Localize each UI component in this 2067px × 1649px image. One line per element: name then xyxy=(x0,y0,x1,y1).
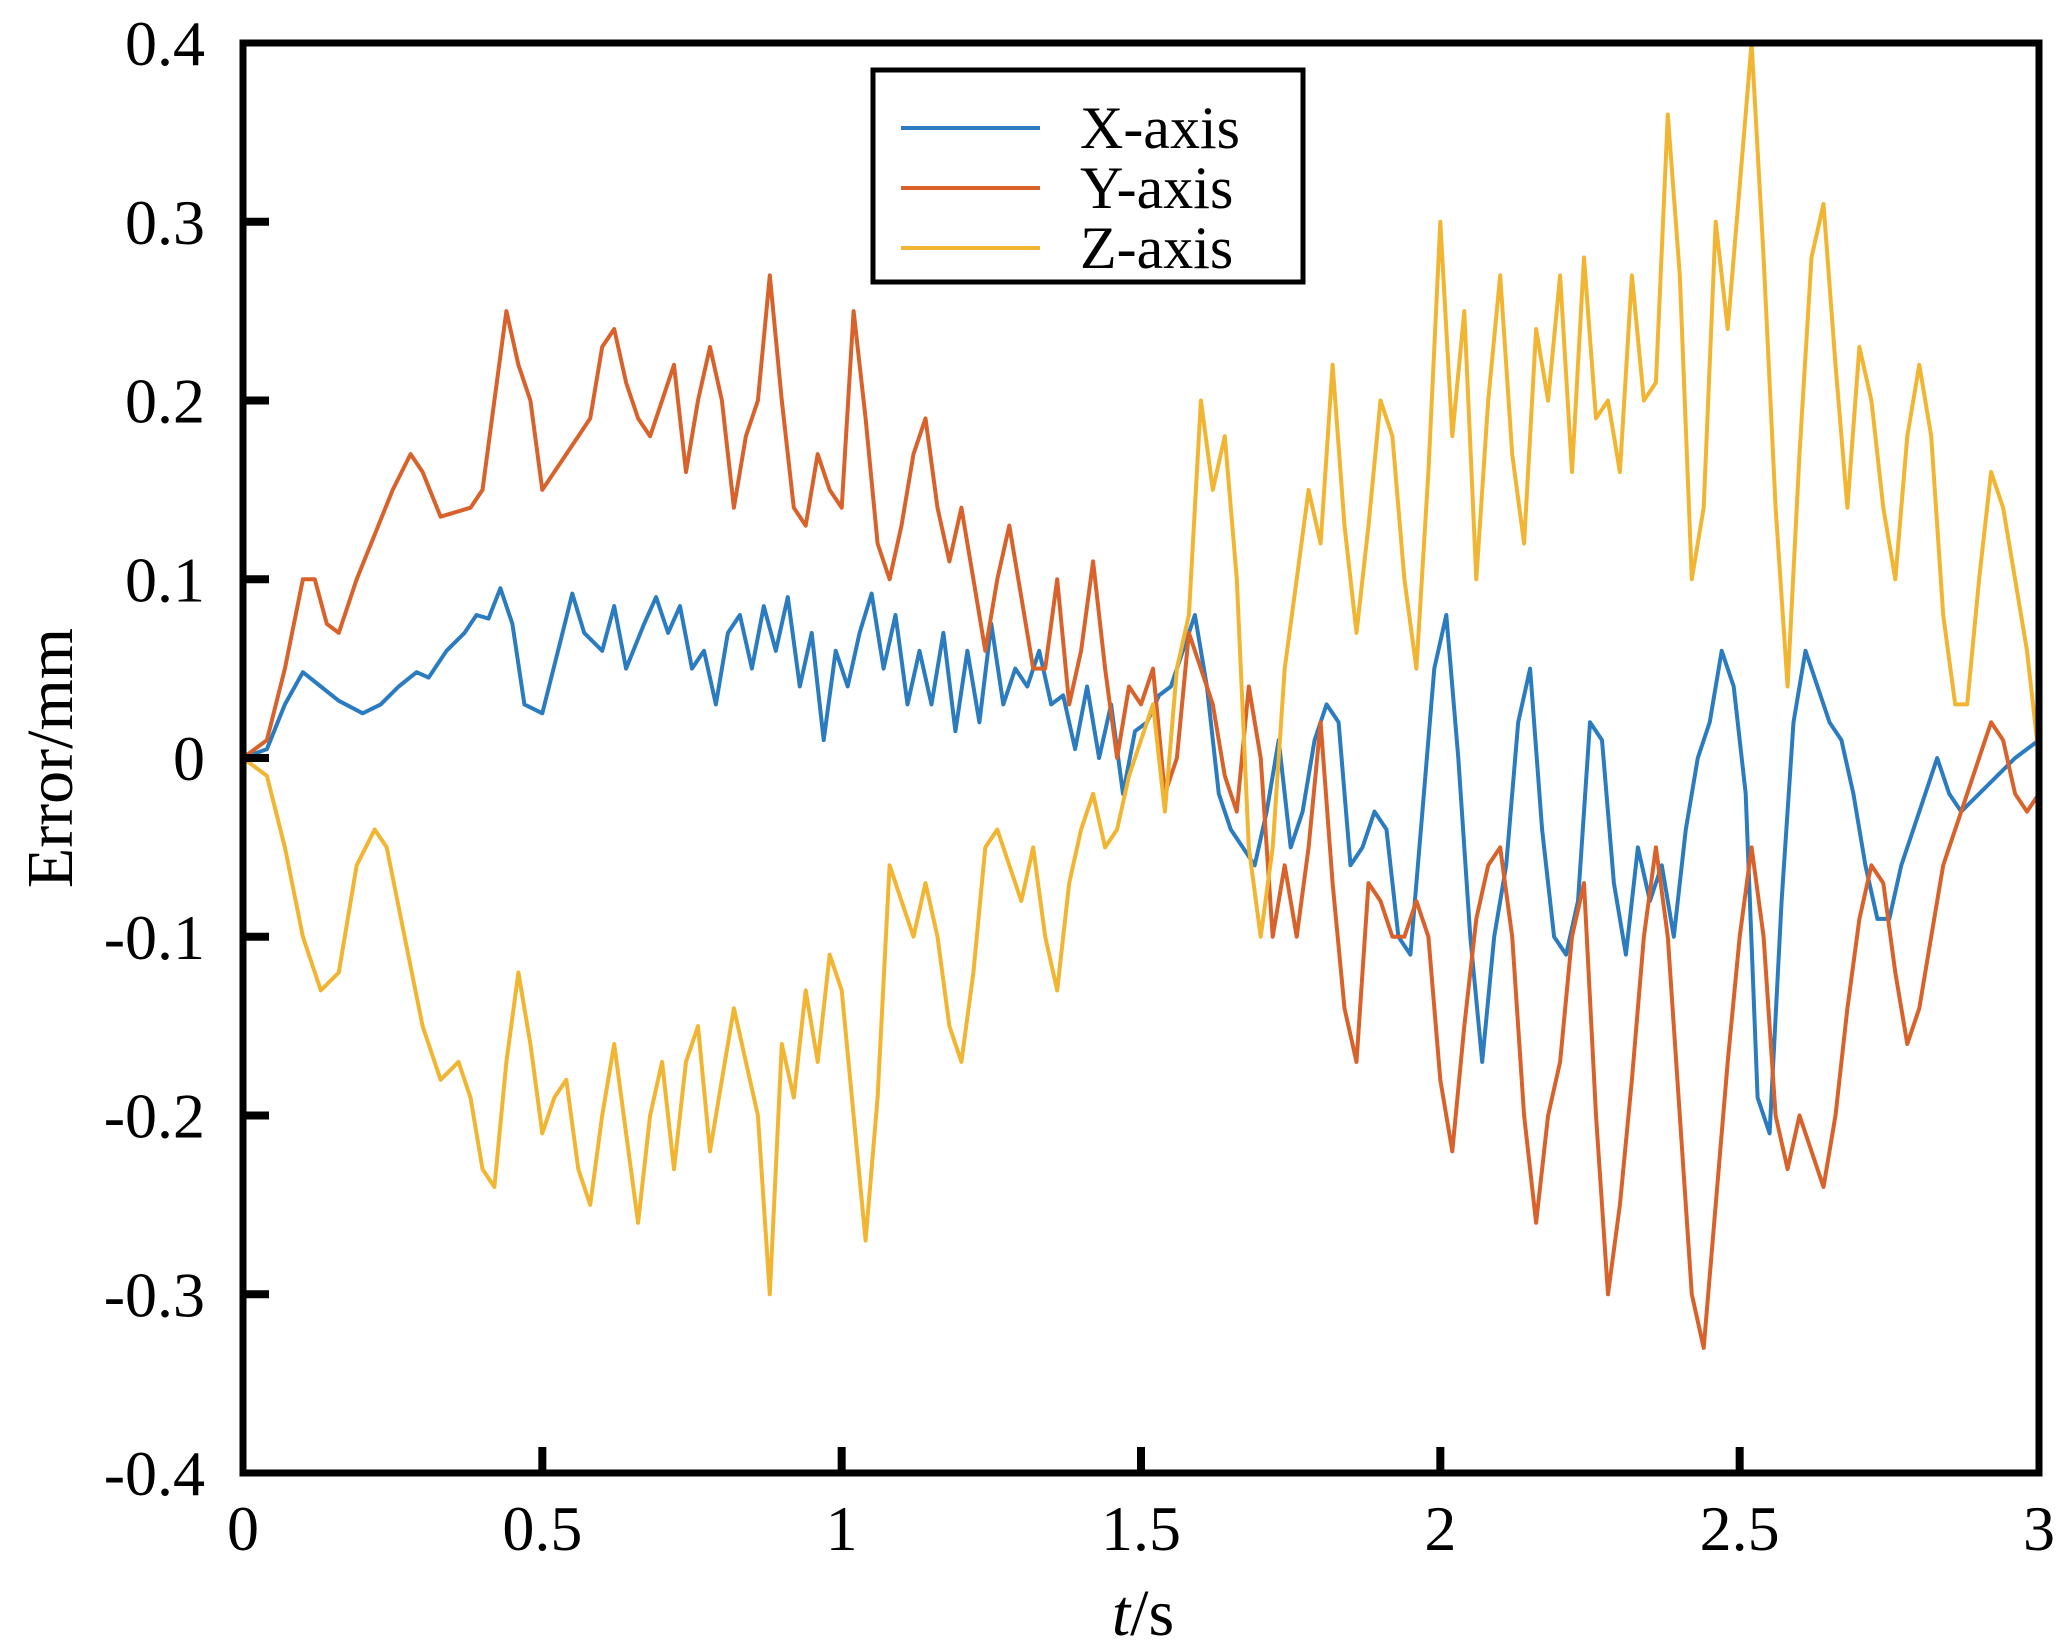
y-tick-label: 0.1 xyxy=(125,544,205,615)
y-tick-label: -0.2 xyxy=(104,1081,205,1152)
y-axis-title: Error/mm xyxy=(14,628,87,888)
x-tick-label: 2 xyxy=(1424,1493,1456,1564)
y-tick-label: -0.3 xyxy=(104,1259,205,1330)
tick-labels-layer: 0 0.5 1 1.5 2 2.5 3 0.4 0.3 0.2 0.1 0 -0.1 -0.2 -0.3 -0… xyxy=(104,8,2055,1564)
legend-label-y: Y-axis xyxy=(1080,155,1233,221)
x-axis-title-italic: t xyxy=(1112,1577,1132,1649)
x-axis-title-unit: /s xyxy=(1130,1577,1174,1649)
legend-label-z: Z-axis xyxy=(1080,215,1233,281)
y-tick-label: 0 xyxy=(173,723,205,794)
x-tick-label: 0 xyxy=(227,1493,259,1564)
x-tick-label: 3 xyxy=(2023,1493,2055,1564)
x-tick-label: 2.5 xyxy=(1700,1493,1780,1564)
x-axis-title: t/s xyxy=(1112,1577,1174,1649)
y-tick-label: 0.2 xyxy=(125,366,205,437)
legend-label-x: X-axis xyxy=(1080,95,1240,161)
plot-frame xyxy=(239,39,2043,1477)
series-line-y-axis xyxy=(241,273,2041,1350)
y-tick-label: 0.4 xyxy=(125,8,205,79)
x-tick-label: 1.5 xyxy=(1101,1493,1181,1564)
legend: X-axis Y-axis Z-axis xyxy=(870,67,1306,285)
y-tick-label: 0.3 xyxy=(125,187,205,258)
x-tick-label: 1 xyxy=(826,1493,858,1564)
ticks-layer xyxy=(243,217,1744,1473)
y-tick-label: -0.1 xyxy=(104,902,205,973)
x-tick-label: 0.5 xyxy=(502,1493,582,1564)
y-tick-label: -0.4 xyxy=(104,1438,205,1509)
